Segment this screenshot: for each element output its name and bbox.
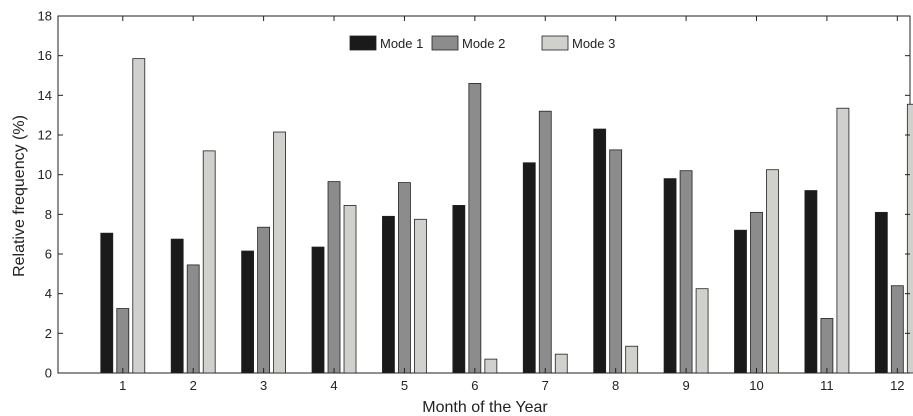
legend-label-mode-3: Mode 3 (572, 36, 615, 51)
y-tick-label: 6 (45, 247, 52, 262)
bar-mode-1 (874, 211, 888, 374)
bar-mode-1 (452, 205, 466, 374)
y-axis-label: Relative frequency (%) (11, 115, 28, 277)
bar-mode-3 (766, 169, 779, 374)
bar-mode-3 (132, 58, 146, 374)
bar-mode-3 (554, 353, 568, 374)
bar-mode-2 (398, 182, 411, 374)
legend-swatch-mode-3 (541, 35, 569, 51)
bar-mode-2 (186, 264, 200, 374)
bar-mode-1 (311, 246, 325, 374)
x-tick-label: 4 (330, 378, 337, 393)
bar-mode-3 (695, 288, 709, 374)
legend-swatch-mode-1 (349, 35, 377, 51)
x-tick-label: 7 (542, 378, 549, 393)
bar-series-group (100, 58, 913, 374)
bar-mode-1 (170, 238, 184, 374)
x-tick-label: 2 (190, 378, 197, 393)
bar-mode-2 (327, 181, 341, 374)
bar-mode-1 (663, 178, 677, 374)
bar-mode-2 (890, 285, 904, 374)
bar-mode-2 (257, 226, 271, 374)
y-tick-label: 10 (38, 167, 52, 182)
legend-label-mode-2: Mode 2 (462, 36, 505, 51)
y-tick-label: 14 (38, 88, 52, 103)
plot-axes (57, 15, 911, 374)
bar-mode-2 (468, 83, 482, 374)
x-tick-label: 8 (612, 378, 619, 393)
bar-mode-1 (100, 232, 114, 374)
x-tick-label: 5 (401, 378, 408, 393)
legend-label-mode-1: Mode 1 (380, 36, 423, 51)
bar-mode-3 (343, 205, 357, 374)
bar-mode-3 (906, 103, 913, 374)
x-tick-label: 1 (119, 378, 126, 393)
y-tick-label: 8 (45, 207, 52, 222)
bar-mode-1 (382, 215, 395, 374)
bar-mode-3 (273, 131, 287, 374)
bar-mode-1 (804, 190, 818, 374)
y-tick-label: 16 (38, 48, 52, 63)
bar-mode-2 (820, 318, 834, 374)
y-tick-label: 0 (45, 366, 52, 381)
bar-mode-3 (625, 345, 639, 374)
x-tick-label: 12 (890, 378, 904, 393)
bar-mode-1 (593, 128, 607, 374)
y-tick-label: 12 (38, 128, 52, 143)
x-axis-label: Month of the Year (422, 399, 548, 416)
bar-mode-1 (734, 229, 747, 374)
bar-mode-2 (679, 170, 693, 374)
x-tick-label: 9 (682, 378, 689, 393)
x-tick-label: 3 (260, 378, 267, 393)
bar-mode-2 (609, 149, 623, 374)
bar-mode-3 (414, 218, 427, 374)
bar-mode-2 (750, 211, 763, 374)
plot-frame (57, 15, 911, 374)
y-tick-label: 2 (45, 326, 52, 341)
bar-mode-2 (116, 308, 130, 374)
bar-mode-1 (241, 250, 255, 374)
x-tick-label: 6 (471, 378, 478, 393)
bar-mode-3 (484, 358, 498, 374)
x-tick-label: 10 (749, 378, 763, 393)
bar-mode-2 (538, 110, 552, 374)
legend: Mode 1 Mode 2 Mode 3 (349, 35, 615, 51)
legend-swatch-mode-2 (431, 35, 459, 51)
bar-mode-1 (522, 162, 536, 374)
bar-mode-3 (202, 150, 216, 374)
y-tick-label: 4 (45, 286, 52, 301)
x-tick-label: 11 (820, 378, 834, 393)
y-tick-label: 18 (38, 9, 52, 24)
bar-mode-3 (836, 107, 850, 374)
